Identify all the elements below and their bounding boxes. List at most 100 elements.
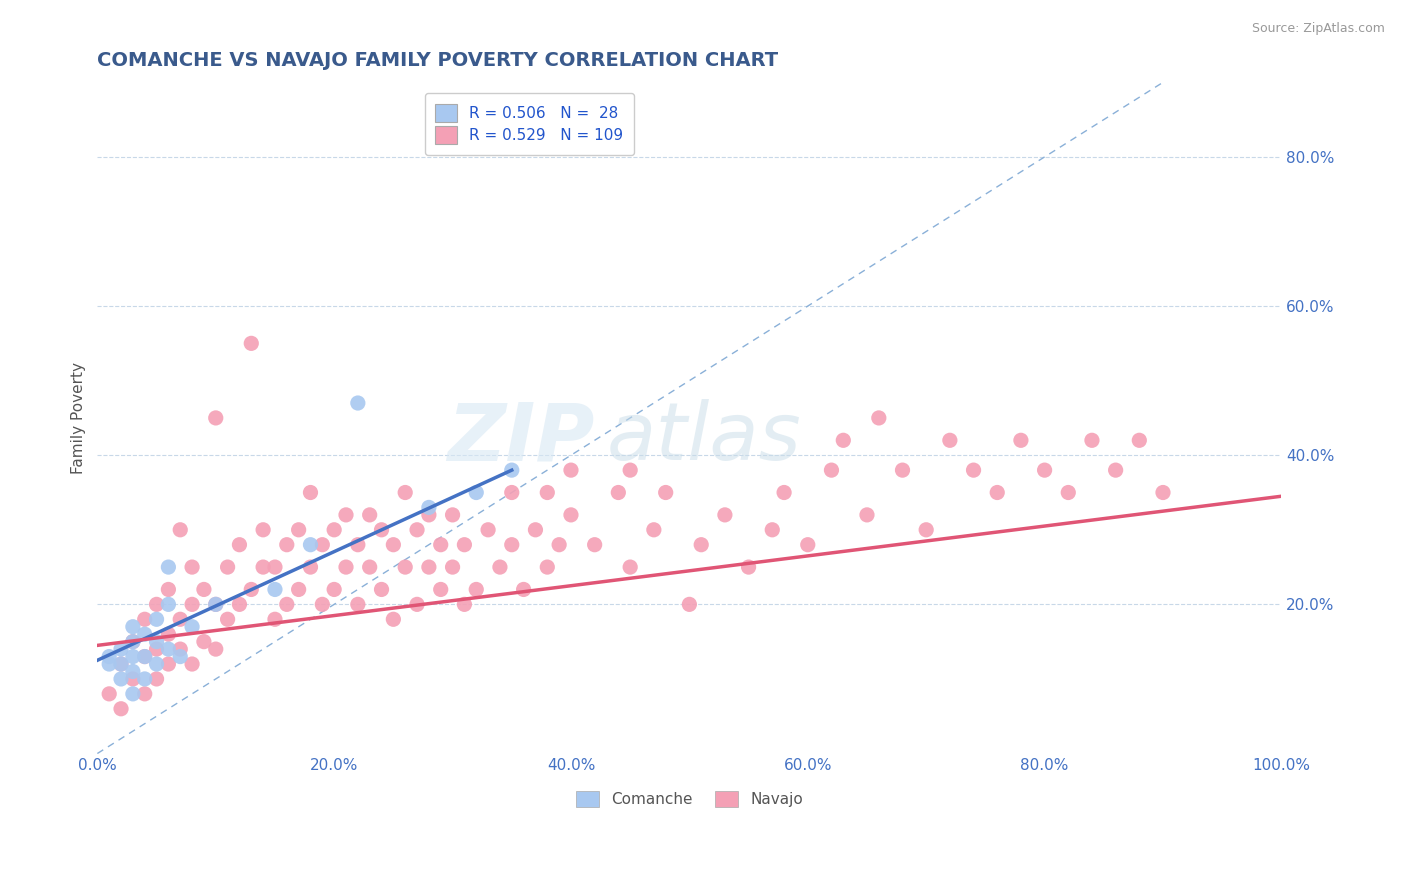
Point (868, 411, 890, 425)
Point (429, 538, 451, 552)
Point (110, 657, 132, 671)
Point (181, 598, 204, 612)
Point (335, 560, 357, 574)
Point (560, 508, 582, 522)
Point (536, 485, 558, 500)
Point (169, 649, 191, 664)
Point (359, 508, 381, 522)
Point (820, 463, 842, 477)
Point (98, 657, 121, 671)
Point (536, 560, 558, 574)
Point (619, 560, 641, 574)
Point (217, 612, 239, 626)
Point (856, 508, 879, 522)
Point (110, 657, 132, 671)
Point (761, 523, 783, 537)
Point (441, 508, 464, 522)
Point (134, 649, 156, 664)
Point (264, 582, 287, 597)
Text: ZIP: ZIP (447, 399, 595, 477)
Point (406, 523, 429, 537)
Point (98, 649, 121, 664)
Point (654, 485, 676, 500)
Point (145, 657, 167, 671)
Point (1010, 434, 1032, 448)
Point (217, 560, 239, 574)
Point (465, 485, 488, 500)
Point (962, 463, 984, 477)
Point (169, 523, 191, 537)
Text: atlas: atlas (606, 399, 801, 477)
Point (512, 582, 534, 597)
Point (157, 642, 180, 657)
Point (134, 627, 156, 641)
Point (145, 642, 167, 657)
Point (394, 485, 416, 500)
Point (311, 538, 333, 552)
Point (252, 560, 274, 574)
Point (1033, 463, 1056, 477)
Point (240, 336, 263, 351)
Point (110, 672, 132, 686)
Point (122, 634, 145, 648)
Point (418, 560, 440, 574)
Point (797, 538, 820, 552)
Point (501, 463, 523, 477)
Point (157, 627, 180, 641)
Point (193, 634, 215, 648)
Point (773, 485, 796, 500)
Point (714, 508, 737, 522)
Point (122, 672, 145, 686)
Point (607, 485, 630, 500)
Point (181, 620, 204, 634)
Point (690, 538, 713, 552)
Point (145, 672, 167, 686)
Point (204, 598, 226, 612)
Point (299, 560, 322, 574)
Point (134, 649, 156, 664)
Point (264, 612, 287, 626)
Point (157, 560, 180, 574)
Point (1057, 485, 1080, 500)
Point (335, 508, 357, 522)
Point (489, 560, 512, 574)
Point (347, 598, 370, 612)
Point (429, 582, 451, 597)
Point (110, 702, 132, 716)
Point (228, 538, 250, 552)
Point (264, 560, 287, 574)
Point (394, 560, 416, 574)
Point (157, 657, 180, 671)
Point (939, 434, 962, 448)
Point (252, 523, 274, 537)
Point (323, 582, 346, 597)
Point (915, 523, 938, 537)
Text: Source: ZipAtlas.com: Source: ZipAtlas.com (1251, 22, 1385, 36)
Point (181, 560, 204, 574)
Point (548, 538, 571, 552)
Point (122, 649, 145, 664)
Point (204, 411, 226, 425)
Point (228, 598, 250, 612)
Point (418, 508, 440, 522)
Point (134, 687, 156, 701)
Point (347, 396, 370, 410)
Point (406, 598, 429, 612)
Point (524, 523, 547, 537)
Point (145, 612, 167, 626)
Point (501, 485, 523, 500)
Point (276, 538, 298, 552)
Point (370, 523, 392, 537)
Point (98, 687, 121, 701)
Point (477, 523, 499, 537)
Point (501, 538, 523, 552)
Point (122, 620, 145, 634)
Point (323, 523, 346, 537)
Point (157, 582, 180, 597)
Point (122, 665, 145, 679)
Point (1081, 434, 1104, 448)
Point (382, 538, 405, 552)
Point (1104, 463, 1126, 477)
Point (134, 612, 156, 626)
Point (240, 582, 263, 597)
